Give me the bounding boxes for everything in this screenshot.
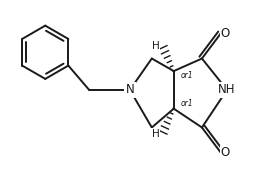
Text: or1: or1 xyxy=(181,100,193,108)
Text: H: H xyxy=(152,41,160,51)
Text: H: H xyxy=(152,129,160,139)
Text: O: O xyxy=(221,146,230,159)
Text: NH: NH xyxy=(218,83,236,96)
Text: N: N xyxy=(126,83,134,96)
Text: O: O xyxy=(221,27,230,40)
Text: or1: or1 xyxy=(181,71,193,80)
